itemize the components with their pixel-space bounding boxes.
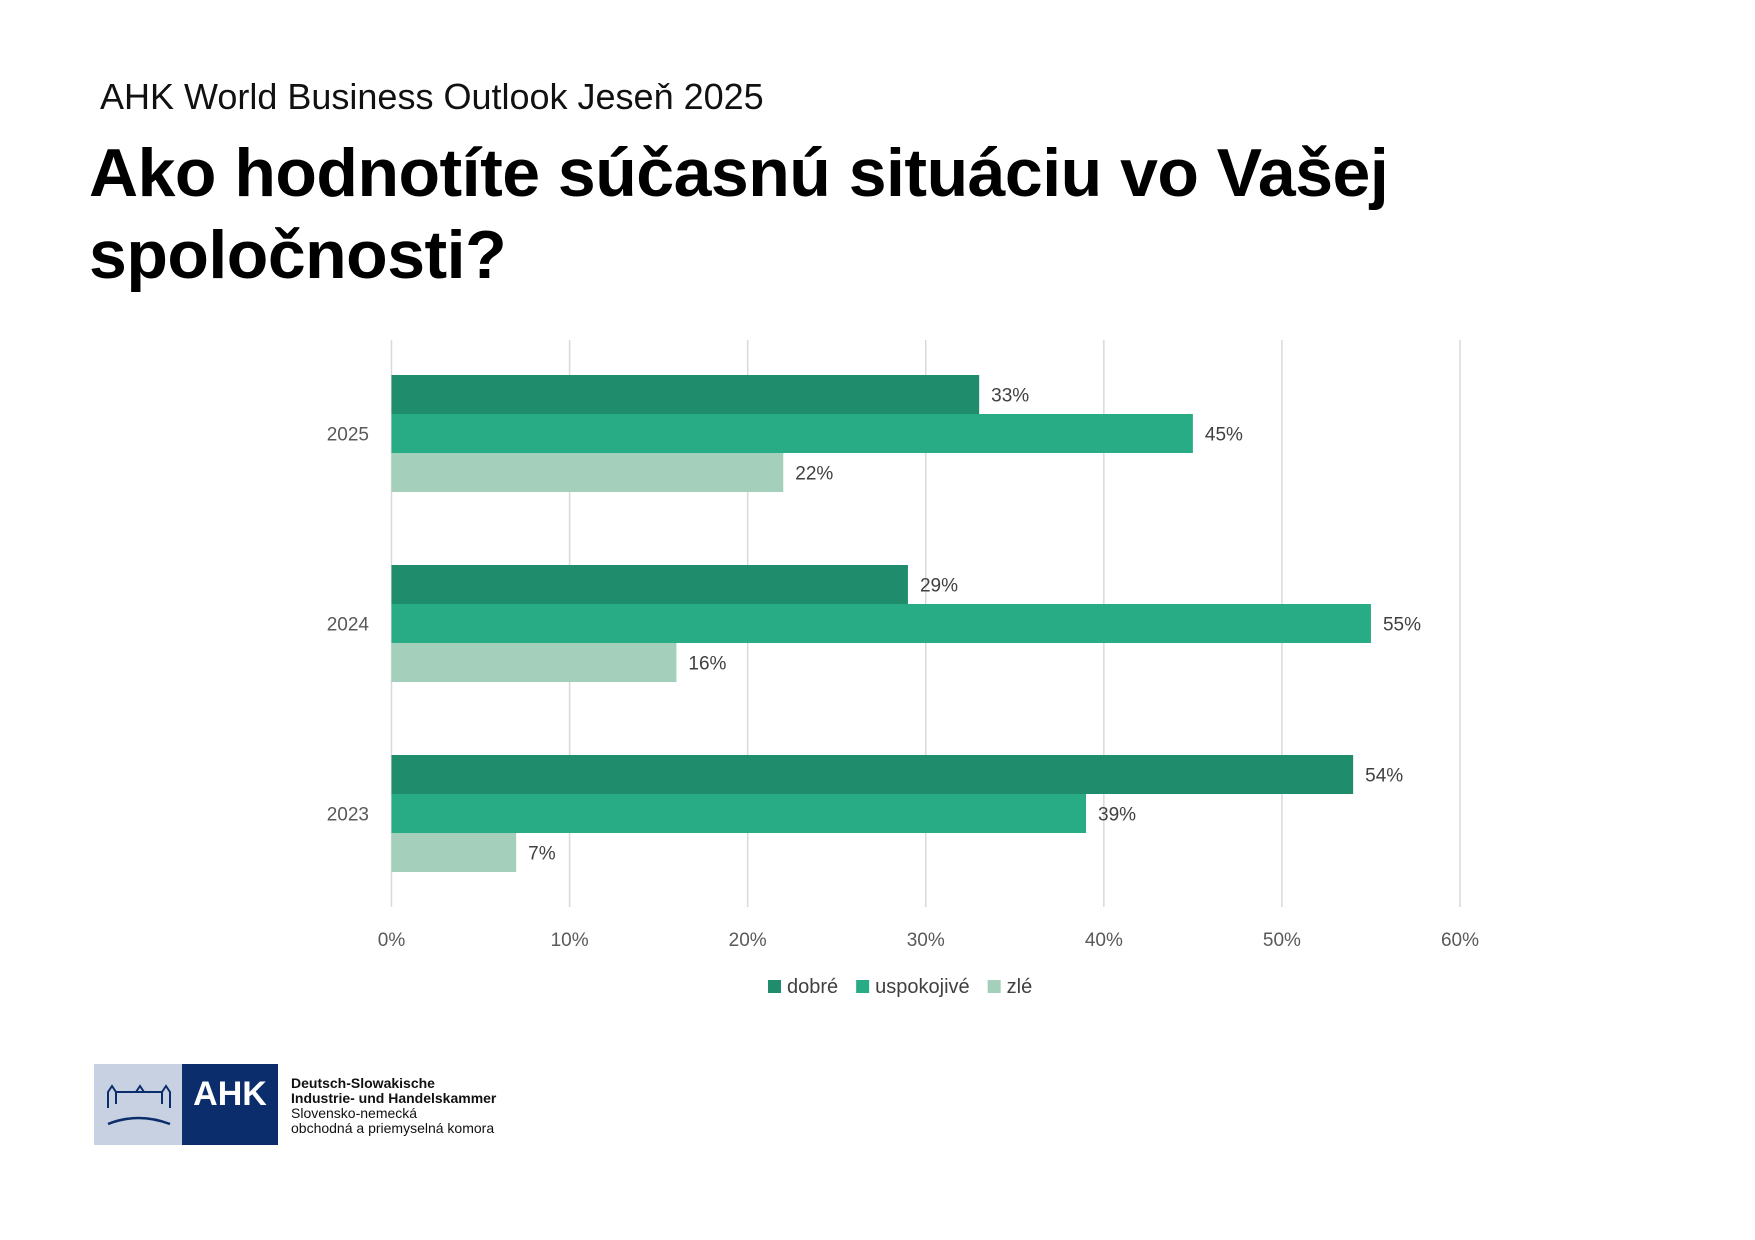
data-label: 39% xyxy=(1098,805,1136,826)
bar xyxy=(391,414,1193,453)
data-label: 22% xyxy=(795,464,833,485)
bar xyxy=(391,794,1087,833)
bar xyxy=(391,755,1354,794)
x-tick-label: 40% xyxy=(1085,930,1123,951)
x-tick-label: 0% xyxy=(378,930,406,951)
bar xyxy=(391,565,908,604)
bar xyxy=(391,375,980,414)
logo-line: Deutsch-Slowakische xyxy=(291,1075,435,1091)
y-category-label: 2023 xyxy=(327,805,369,826)
logo-line: obchodná a priemyselná komora xyxy=(291,1120,495,1136)
legend-label: dobré xyxy=(787,976,838,998)
logo-mark: AHK xyxy=(182,1064,278,1145)
data-label: 33% xyxy=(991,386,1029,407)
x-tick-label: 30% xyxy=(907,930,945,951)
y-category-label: 2024 xyxy=(327,615,370,636)
data-label: 45% xyxy=(1205,425,1243,446)
page-title: Ako hodnotíte súčasnú situáciu vo Vašej … xyxy=(89,135,1389,293)
data-label: 29% xyxy=(920,576,958,597)
x-tick-label: 60% xyxy=(1441,930,1479,951)
bar-chart: 0% 10% 20% 30% 40% 50% 60% 2025 33% 45% 22% 2024 29%… xyxy=(327,340,1479,998)
bar xyxy=(391,833,517,872)
castle-icon xyxy=(94,1064,182,1145)
legend-swatch xyxy=(768,980,781,993)
data-label: 16% xyxy=(688,654,726,675)
data-label: 54% xyxy=(1365,766,1403,787)
legend-label: uspokojivé xyxy=(875,976,970,998)
data-label: 55% xyxy=(1383,615,1421,636)
logo-line: Industrie- und Handelskammer xyxy=(291,1090,497,1106)
subtitle: AHK World Business Outlook Jeseň 2025 xyxy=(100,76,764,117)
y-category-label: 2025 xyxy=(327,425,369,446)
legend-swatch xyxy=(856,980,870,993)
logo-line: Slovensko-nemecká xyxy=(291,1105,418,1121)
x-tick-label: 50% xyxy=(1263,930,1301,951)
data-label: 7% xyxy=(528,844,556,865)
x-tick-label: 10% xyxy=(551,930,589,951)
bar xyxy=(391,604,1371,643)
x-tick-label: 20% xyxy=(729,930,767,951)
legend-swatch xyxy=(987,980,1001,993)
bar xyxy=(391,453,784,492)
bar xyxy=(391,643,677,682)
legend-label: zlé xyxy=(1007,976,1033,998)
ahk-logo: AHK Deutsch-Slowakische Industrie- und H… xyxy=(94,1064,514,1145)
